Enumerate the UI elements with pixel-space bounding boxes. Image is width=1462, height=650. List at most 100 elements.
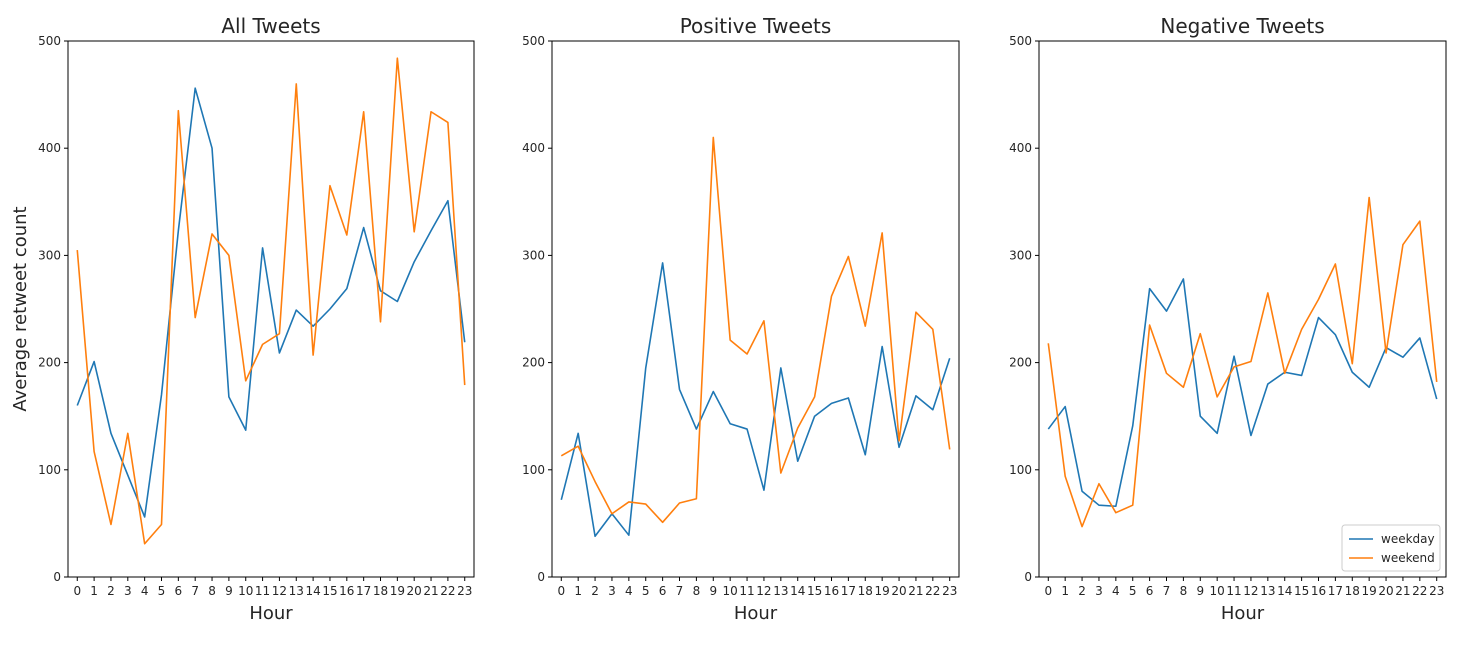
x-tick-label: 12 <box>272 584 287 598</box>
x-tick-label: 7 <box>676 584 684 598</box>
x-tick-label: 4 <box>141 584 149 598</box>
x-tick-label: 7 <box>1163 584 1171 598</box>
x-tick-label: 11 <box>1226 584 1241 598</box>
chart-title: All Tweets <box>221 14 320 38</box>
x-tick-label: 8 <box>208 584 216 598</box>
x-tick-label: 21 <box>908 584 923 598</box>
x-tick-label: 9 <box>225 584 233 598</box>
x-tick-label: 14 <box>305 584 320 598</box>
chart-title: Positive Tweets <box>680 14 832 38</box>
y-tick-label: 200 <box>38 356 61 370</box>
series-line-weekday <box>76 87 466 518</box>
y-tick-label: 100 <box>522 463 545 477</box>
y-tick-label: 400 <box>522 141 545 155</box>
x-tick-label: 16 <box>339 584 354 598</box>
x-tick-label: 17 <box>356 584 371 598</box>
x-tick-label: 17 <box>1328 584 1343 598</box>
x-tick-label: 11 <box>255 584 270 598</box>
y-tick-label: 100 <box>38 463 61 477</box>
x-tick-label: 20 <box>1378 584 1393 598</box>
x-tick-label: 10 <box>1210 584 1225 598</box>
series-line-weekday <box>1047 278 1438 508</box>
x-tick-label: 15 <box>322 584 337 598</box>
x-tick-label: 16 <box>824 584 839 598</box>
x-tick-label: 8 <box>1180 584 1188 598</box>
x-tick-label: 4 <box>625 584 633 598</box>
y-tick-label: 200 <box>522 356 545 370</box>
y-tick-label: 500 <box>522 34 545 48</box>
x-tick-label: 13 <box>773 584 788 598</box>
x-tick-label: 10 <box>723 584 738 598</box>
x-tick-label: 9 <box>709 584 717 598</box>
x-tick-label: 22 <box>1412 584 1427 598</box>
x-tick-label: 12 <box>1243 584 1258 598</box>
x-tick-label: 10 <box>238 584 253 598</box>
x-tick-label: 3 <box>1095 584 1103 598</box>
y-tick-label: 500 <box>1009 34 1032 48</box>
x-tick-label: 21 <box>1395 584 1410 598</box>
x-tick-label: 0 <box>1044 584 1052 598</box>
axes-frame <box>551 40 960 578</box>
x-tick-label: 2 <box>1078 584 1086 598</box>
x-tick-label: 20 <box>891 584 906 598</box>
x-tick-label: 20 <box>407 584 422 598</box>
x-tick-label: 5 <box>158 584 166 598</box>
x-axis-label: Hour <box>1221 603 1265 624</box>
x-tick-label: 15 <box>807 584 822 598</box>
axes-frame <box>67 40 475 578</box>
x-tick-label: 23 <box>942 584 957 598</box>
x-tick-label: 22 <box>440 584 455 598</box>
x-tick-label: 22 <box>925 584 940 598</box>
legend-box <box>1341 524 1441 572</box>
y-tick-label: 300 <box>1009 248 1032 262</box>
x-tick-label: 16 <box>1311 584 1326 598</box>
x-tick-label: 19 <box>875 584 890 598</box>
x-tick-label: 18 <box>858 584 873 598</box>
x-tick-label: 14 <box>1277 584 1292 598</box>
series-line-weekend <box>1047 196 1438 528</box>
y-tick-label: 0 <box>537 570 545 584</box>
y-tick-label: 300 <box>38 248 61 262</box>
x-tick-label: 0 <box>557 584 565 598</box>
x-tick-label: 4 <box>1112 584 1120 598</box>
series-line-weekend <box>560 136 951 524</box>
x-tick-label: 18 <box>1345 584 1360 598</box>
y-tick-label: 0 <box>1024 570 1032 584</box>
y-tick-label: 400 <box>1009 141 1032 155</box>
x-tick-label: 7 <box>191 584 199 598</box>
x-tick-label: 14 <box>790 584 805 598</box>
legend-label-weekday: weekday <box>1381 532 1435 546</box>
x-tick-label: 23 <box>1429 584 1444 598</box>
x-tick-label: 23 <box>457 584 472 598</box>
x-tick-label: 9 <box>1196 584 1204 598</box>
x-tick-label: 2 <box>591 584 599 598</box>
x-tick-label: 1 <box>1061 584 1069 598</box>
x-axis-label: Hour <box>249 603 293 624</box>
x-tick-label: 3 <box>608 584 616 598</box>
y-tick-label: 100 <box>1009 463 1032 477</box>
x-tick-label: 6 <box>175 584 183 598</box>
series-line-weekend <box>76 57 466 545</box>
legend-label-weekend: weekend <box>1381 551 1435 565</box>
x-tick-label: 0 <box>73 584 81 598</box>
y-tick-label: 500 <box>38 34 61 48</box>
y-tick-label: 0 <box>53 570 61 584</box>
x-tick-label: 18 <box>373 584 388 598</box>
x-tick-label: 3 <box>124 584 132 598</box>
x-tick-label: 1 <box>90 584 98 598</box>
x-tick-label: 21 <box>423 584 438 598</box>
x-tick-label: 12 <box>756 584 771 598</box>
chart-title: Negative Tweets <box>1160 14 1324 38</box>
x-tick-label: 19 <box>390 584 405 598</box>
y-tick-label: 400 <box>38 141 61 155</box>
x-tick-label: 5 <box>642 584 650 598</box>
y-axis-label: Average retweet count <box>10 206 31 411</box>
x-tick-label: 11 <box>739 584 754 598</box>
x-tick-label: 6 <box>659 584 667 598</box>
x-tick-label: 5 <box>1129 584 1137 598</box>
axes-frame <box>1038 40 1447 578</box>
x-tick-label: 8 <box>693 584 701 598</box>
x-tick-label: 15 <box>1294 584 1309 598</box>
x-tick-label: 6 <box>1146 584 1154 598</box>
